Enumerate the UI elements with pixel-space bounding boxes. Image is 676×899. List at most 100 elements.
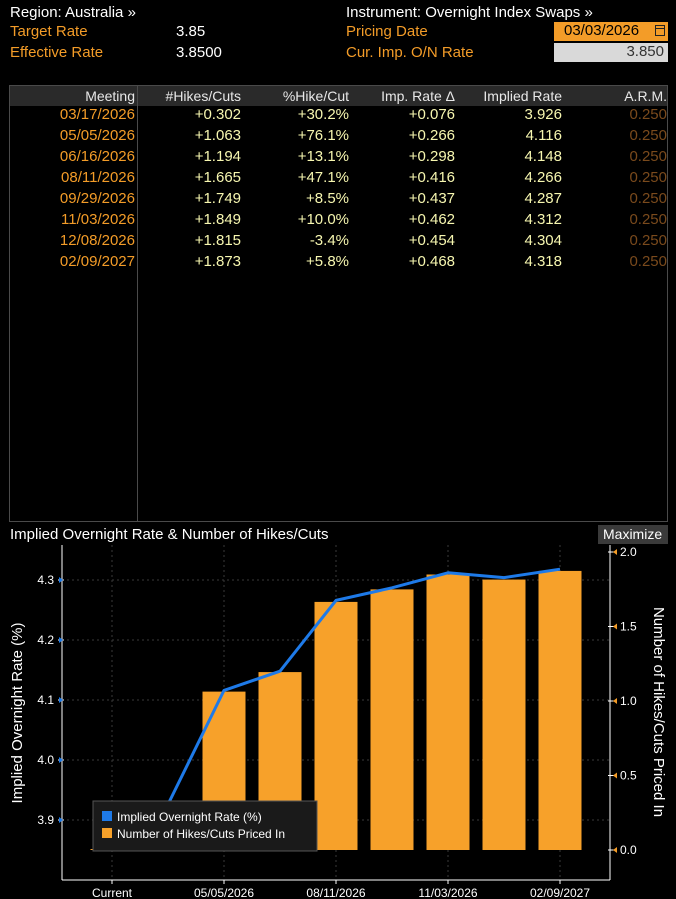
cell-pct-hike-cut: +13.1%: [297, 148, 349, 165]
y2-tick-marker: [613, 772, 617, 779]
cell-meeting-date: 08/11/2026: [61, 169, 135, 186]
legend-swatch-line: [102, 811, 112, 821]
cell-arm: 0.250: [629, 148, 667, 165]
y2-tick-label: 0.0: [620, 843, 637, 857]
y-tick-marker: [59, 637, 63, 643]
cell-arm: 0.250: [629, 190, 667, 207]
y-tick-marker: [59, 697, 63, 703]
effective-rate-label: Effective Rate: [10, 44, 104, 61]
y-tick-label: 4.2: [37, 633, 54, 647]
pricing-date-input[interactable]: 03/03/2026: [554, 22, 668, 41]
effective-rate-value: 3.8500: [176, 44, 222, 61]
y2-tick-marker: [613, 847, 617, 853]
rate-chart: 3.9 4.0 4.1 4.2 4.3 0.0 0.5 1.0 1.5 2.0 Current 05/…: [9, 545, 667, 899]
cell-imp-rate-delta: +0.416: [408, 169, 455, 186]
y-tick-label: 4.0: [37, 753, 54, 767]
table-row[interactable]: 06/16/2026 +1.194 +13.1% +0.298 4.148 0.250: [10, 148, 667, 169]
col-pct-hike-cut[interactable]: %Hike/Cut: [282, 88, 349, 104]
cell-pct-hike-cut: +30.2%: [297, 106, 349, 123]
implied-rate-line: [111, 567, 561, 852]
cell-meeting-date: 11/03/2026: [61, 211, 135, 228]
cell-pct-hike-cut: -3.4%: [309, 232, 349, 249]
calendar-icon[interactable]: [655, 25, 665, 36]
cell-implied-rate: 3.926: [524, 106, 562, 123]
target-rate-value: 3.85: [176, 23, 206, 40]
y2-tick-marker: [613, 698, 617, 704]
table-row[interactable]: 03/17/2026 +0.302 +30.2% +0.076 3.926 0.250: [10, 106, 667, 127]
y2-tick-marker: [613, 549, 617, 555]
y-tick-marker: [59, 577, 63, 583]
cell-implied-rate: 4.116: [525, 127, 562, 144]
table-row[interactable]: 08/11/2026 +1.665 +47.1% +0.416 4.266 0.250: [10, 169, 667, 190]
cell-pct-hike-cut: +76.1%: [297, 127, 349, 144]
cell-implied-rate: 4.318: [524, 253, 562, 270]
cell-meeting-date: 02/09/2027: [59, 253, 135, 270]
table-header: Meeting #Hikes/Cuts %Hike/Cut Imp. Rate …: [10, 86, 667, 106]
legend-swatch-bar: [102, 828, 112, 838]
cell-pct-hike-cut: +5.8%: [306, 253, 349, 270]
table-row[interactable]: 12/08/2026 +1.815 -3.4% +0.454 4.304 0.250: [10, 232, 667, 253]
col-imp-rate-delta[interactable]: Imp. Rate Δ: [381, 88, 455, 104]
x-tick-label: 08/11/2026: [306, 886, 365, 899]
cell-arm: 0.250: [629, 106, 667, 123]
y2-tick-label: 1.0: [620, 694, 637, 708]
col-arm[interactable]: A.R.M.: [624, 88, 667, 104]
cur-imp-rate-value: 3.850: [626, 43, 664, 60]
cell-hikes-cuts: +0.302: [194, 106, 241, 123]
cell-hikes-cuts: +1.873: [194, 253, 241, 270]
col-hikes-cuts[interactable]: #Hikes/Cuts: [165, 88, 241, 104]
y-tick-marker: [59, 757, 63, 763]
column-divider: [137, 86, 138, 521]
cur-imp-rate-field[interactable]: 3.850: [554, 43, 668, 62]
table-row[interactable]: 09/29/2026 +1.749 +8.5% +0.437 4.287 0.250: [10, 190, 667, 211]
chart-title: Implied Overnight Rate & Number of Hikes…: [10, 526, 329, 543]
cell-implied-rate: 4.304: [524, 232, 562, 249]
col-meeting[interactable]: Meeting: [85, 88, 135, 104]
cell-meeting-date: 05/05/2026: [59, 127, 135, 144]
cell-hikes-cuts: +1.815: [194, 232, 241, 249]
cell-arm: 0.250: [629, 211, 667, 228]
bar: [314, 601, 358, 850]
cell-hikes-cuts: +1.063: [194, 127, 241, 144]
cell-imp-rate-delta: +0.462: [408, 211, 455, 228]
cell-hikes-cuts: +1.194: [194, 148, 241, 165]
bar: [538, 570, 582, 850]
cell-pct-hike-cut: +10.0%: [297, 211, 349, 228]
cell-implied-rate: 4.312: [524, 211, 562, 228]
cell-implied-rate: 4.266: [524, 169, 562, 186]
y2-axis-title: Number of Hikes/Cuts Priced In: [650, 607, 667, 817]
y-tick-label: 4.1: [37, 693, 54, 707]
cell-imp-rate-delta: +0.437: [408, 190, 455, 207]
x-tick-label: 11/03/2026: [418, 886, 477, 899]
cell-meeting-date: 12/08/2026: [59, 232, 135, 249]
bar: [370, 589, 414, 850]
col-implied-rate[interactable]: Implied Rate: [483, 88, 562, 104]
target-rate-label: Target Rate: [10, 23, 88, 40]
cell-arm: 0.250: [629, 253, 667, 270]
bar: [482, 579, 526, 850]
cell-meeting-date: 03/17/2026: [59, 106, 135, 123]
cell-implied-rate: 4.148: [524, 148, 562, 165]
y-tick-label: 4.3: [37, 573, 54, 587]
x-tick-label: Current: [92, 886, 133, 899]
region-selector[interactable]: Region: Australia »: [10, 4, 136, 21]
y-axis-title: Implied Overnight Rate (%): [9, 623, 26, 804]
y2-tick-label: 1.5: [620, 620, 637, 634]
cell-arm: 0.250: [629, 127, 667, 144]
meeting-table: Meeting #Hikes/Cuts %Hike/Cut Imp. Rate …: [9, 85, 668, 522]
cell-hikes-cuts: +1.665: [194, 169, 241, 186]
table-row[interactable]: 05/05/2026 +1.063 +76.1% +0.266 4.116 0.250: [10, 127, 667, 148]
pricing-date-value: 03/03/2026: [564, 22, 640, 39]
legend-label-line: Implied Overnight Rate (%): [117, 810, 262, 824]
pricing-date-label: Pricing Date: [346, 23, 428, 40]
table-row[interactable]: 02/09/2027 +1.873 +5.8% +0.468 4.318 0.250: [10, 253, 667, 274]
legend-box: [92, 800, 318, 852]
bar: [426, 574, 470, 850]
maximize-button[interactable]: Maximize: [598, 525, 668, 544]
cell-meeting-date: 09/29/2026: [59, 190, 135, 207]
cell-pct-hike-cut: +47.1%: [297, 169, 349, 186]
cell-imp-rate-delta: +0.076: [408, 106, 455, 123]
cell-implied-rate: 4.287: [524, 190, 562, 207]
instrument-selector[interactable]: Instrument: Overnight Index Swaps »: [346, 4, 593, 21]
table-row[interactable]: 11/03/2026 +1.849 +10.0% +0.462 4.312 0.250: [10, 211, 667, 232]
